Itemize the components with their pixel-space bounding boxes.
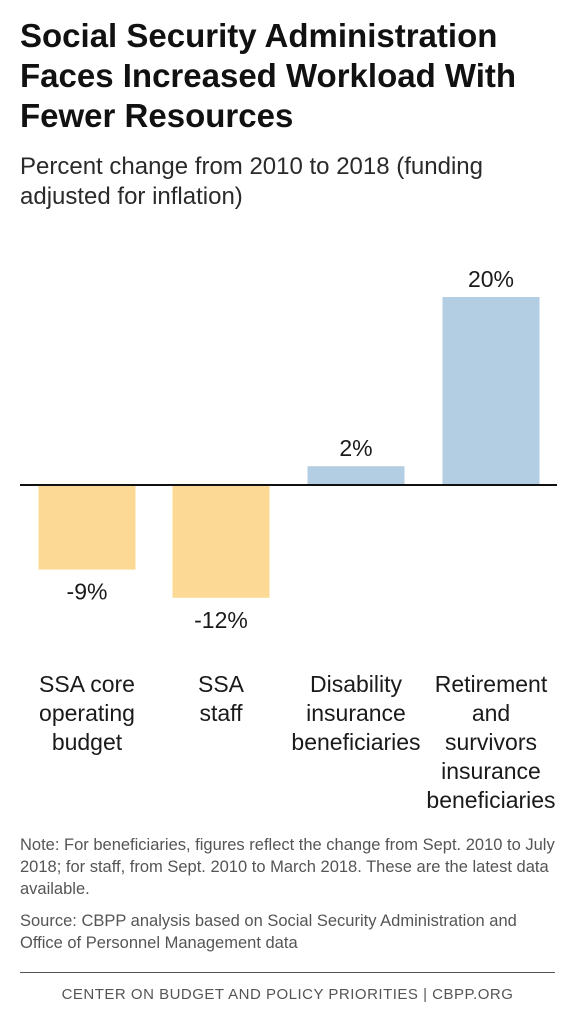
footer-credit: CENTER ON BUDGET AND POLICY PRIORITIES |… [61, 986, 514, 1003]
category-label-0-0: SSA core [39, 671, 135, 697]
category-label-0-2: budget [52, 729, 123, 755]
bar-1 [172, 485, 270, 598]
data-label-2: 2% [339, 435, 372, 461]
category-label-3-2: survivors [445, 729, 537, 755]
category-label-3-0: Retirement [435, 671, 548, 697]
bar-0 [38, 485, 136, 570]
data-label-1: -12% [194, 607, 248, 633]
bar-chart: -9% SSA core operating budget -12% SSA staff 2%… [20, 266, 557, 813]
category-label-3-1: and [472, 700, 510, 726]
chart-source: Source: CBPP analysis based on Social Se… [20, 912, 517, 952]
data-label-0: -9% [67, 579, 108, 605]
bar-3 [442, 297, 540, 485]
category-label-3-4: beneficiaries [426, 787, 555, 813]
category-label-2-2: beneficiaries [291, 729, 420, 755]
chart-title: Social Security Administration Faces Inc… [20, 17, 517, 134]
category-label-1-1: staff [199, 700, 243, 726]
category-label-2-1: insurance [306, 700, 406, 726]
chart-note: Note: For beneficiaries, figures reflect… [20, 836, 555, 898]
chart-subtitle: Percent change from 2010 to 2018 (fundin… [20, 153, 483, 210]
category-label-2-0: Disability [310, 671, 403, 697]
category-label-3-3: insurance [441, 758, 541, 784]
data-label-3: 20% [468, 266, 514, 292]
bar-2 [307, 466, 405, 485]
footer-divider [20, 972, 555, 973]
category-label-0-1: operating [39, 700, 135, 726]
category-label-1-0: SSA [198, 671, 245, 697]
